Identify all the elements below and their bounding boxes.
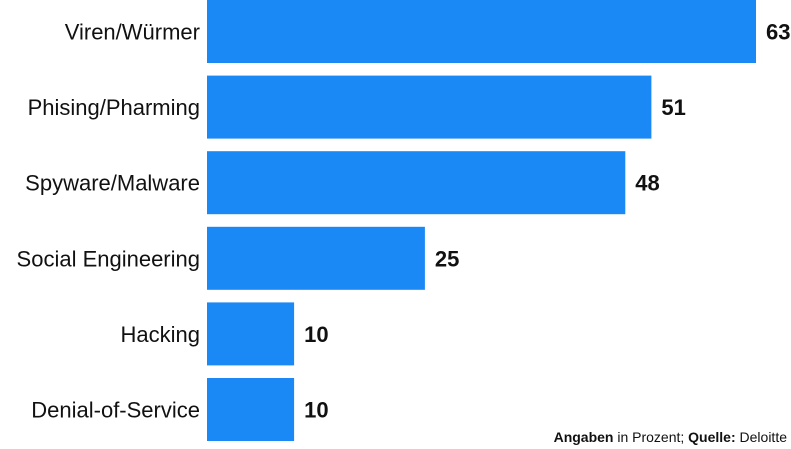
category-label-1: Phising/Pharming (28, 95, 200, 120)
bar-2 (207, 151, 626, 215)
category-label-4: Hacking (121, 322, 200, 347)
category-label-2: Spyware/Malware (25, 171, 200, 196)
bar-3 (207, 226, 425, 290)
source-note: Angaben in Prozent; Quelle: Deloitte (554, 429, 787, 445)
source-note-source-label: Quelle: (688, 429, 736, 445)
source-note-source-text: Deloitte (735, 429, 787, 445)
value-label-4: 10 (304, 322, 328, 347)
category-label-0: Viren/Würmer (65, 20, 200, 45)
value-label-1: 51 (661, 95, 685, 120)
category-label-3: Social Engineering (17, 246, 200, 271)
bar-1 (207, 75, 652, 139)
value-label-5: 10 (304, 398, 328, 423)
source-note-units-label: Angaben (553, 429, 614, 445)
bar-4 (207, 302, 295, 366)
bar-0 (207, 0, 756, 63)
source-note-units-text: in Prozent; (613, 429, 689, 445)
value-label-0: 63 (766, 20, 790, 45)
category-label-5: Denial-of-Service (31, 398, 200, 423)
value-label-2: 48 (635, 171, 659, 196)
bar-5 (207, 378, 295, 441)
value-label-3: 25 (435, 246, 459, 271)
